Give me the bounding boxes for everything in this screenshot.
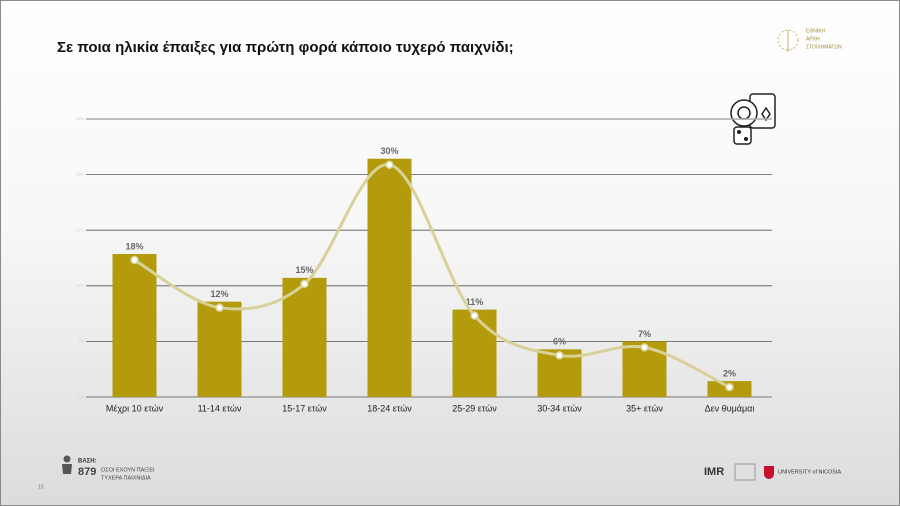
partner-logo: IMR [704,466,724,478]
x-tick-label: 25-29 ετών [452,403,497,413]
x-tick-label: 30-34 ετών [537,403,582,413]
base-n: 879 [78,466,96,478]
trend-point [300,279,309,289]
value-label: 7% [638,329,651,339]
casino-icon [730,93,776,145]
bar [282,277,327,397]
base-desc: ΟΣΟΙ ΕΧΟΥΝ ΠΑΙΞΕΙ [101,467,155,473]
bar [112,254,157,397]
x-tick-label: 18-24 ετών [367,403,412,413]
bar [367,158,412,397]
y-tick-label: 21% [76,227,84,232]
x-tick-label: Δεν θυμάμαι [705,403,755,413]
y-tick-label: 7% [78,338,84,343]
y-tick-label: 14% [76,283,84,288]
x-tick-label: 11-14 ετών [198,403,242,413]
trend-point [640,343,649,352]
value-label: 6% [553,337,566,347]
value-label: 30% [380,146,398,156]
trend-point [725,382,734,392]
y-tick-label: 35% [76,116,84,121]
chart-title: Σε ποια ηλικία έπαιξες για πρώτη φορά κά… [57,39,514,56]
value-label: 12% [210,289,228,299]
base-note: ΒΑΣΗ: 879 ΟΣΟΙ ΕΧΟΥΝ ΠΑΙΞΕΙ ΤΥΧΕΡΑ ΠΑΙΧΝ… [62,455,155,481]
base-label: ΒΑΣΗ: [78,459,97,465]
partner-seal [734,463,756,481]
logo-text: ΕΘΝΙΚΗ [806,28,826,34]
trend-point [215,303,224,312]
y-tick-label: 28% [76,172,84,177]
x-tick-label: 35+ ετών [626,403,663,413]
value-label: 18% [125,241,143,251]
trend-point [470,311,479,320]
logo-text: ΑΡΧΗ [806,36,820,42]
value-label: 2% [723,368,736,378]
partner-logo: UNIVERSITY of NICOSIA [778,469,841,475]
bar [452,309,497,397]
trend-point [555,351,564,360]
logo-text: ΣΤΟΙΧΗΜΑΤΩΝ [806,44,842,50]
trend-line [133,163,731,389]
page-number: 10 [38,484,44,490]
y-tick-label: 0% [78,394,84,399]
bar [197,301,242,397]
trend-point [385,160,394,169]
logo: ΕΘΝΙΚΗ ΑΡΧΗ ΣΤΟΙΧΗΜΑΤΩΝ [777,28,842,52]
trend-point [130,255,139,265]
x-tick-label: 15-17 ετών [282,403,327,413]
value-label: 15% [295,265,313,275]
x-tick-label: Μέχρι 10 ετών [106,403,164,413]
base-desc: ΤΥΧΕΡΑ ΠΑΙΧΝΙΔΙΑ [101,475,151,481]
value-label: 11% [466,297,484,307]
unic-logo [764,466,774,479]
